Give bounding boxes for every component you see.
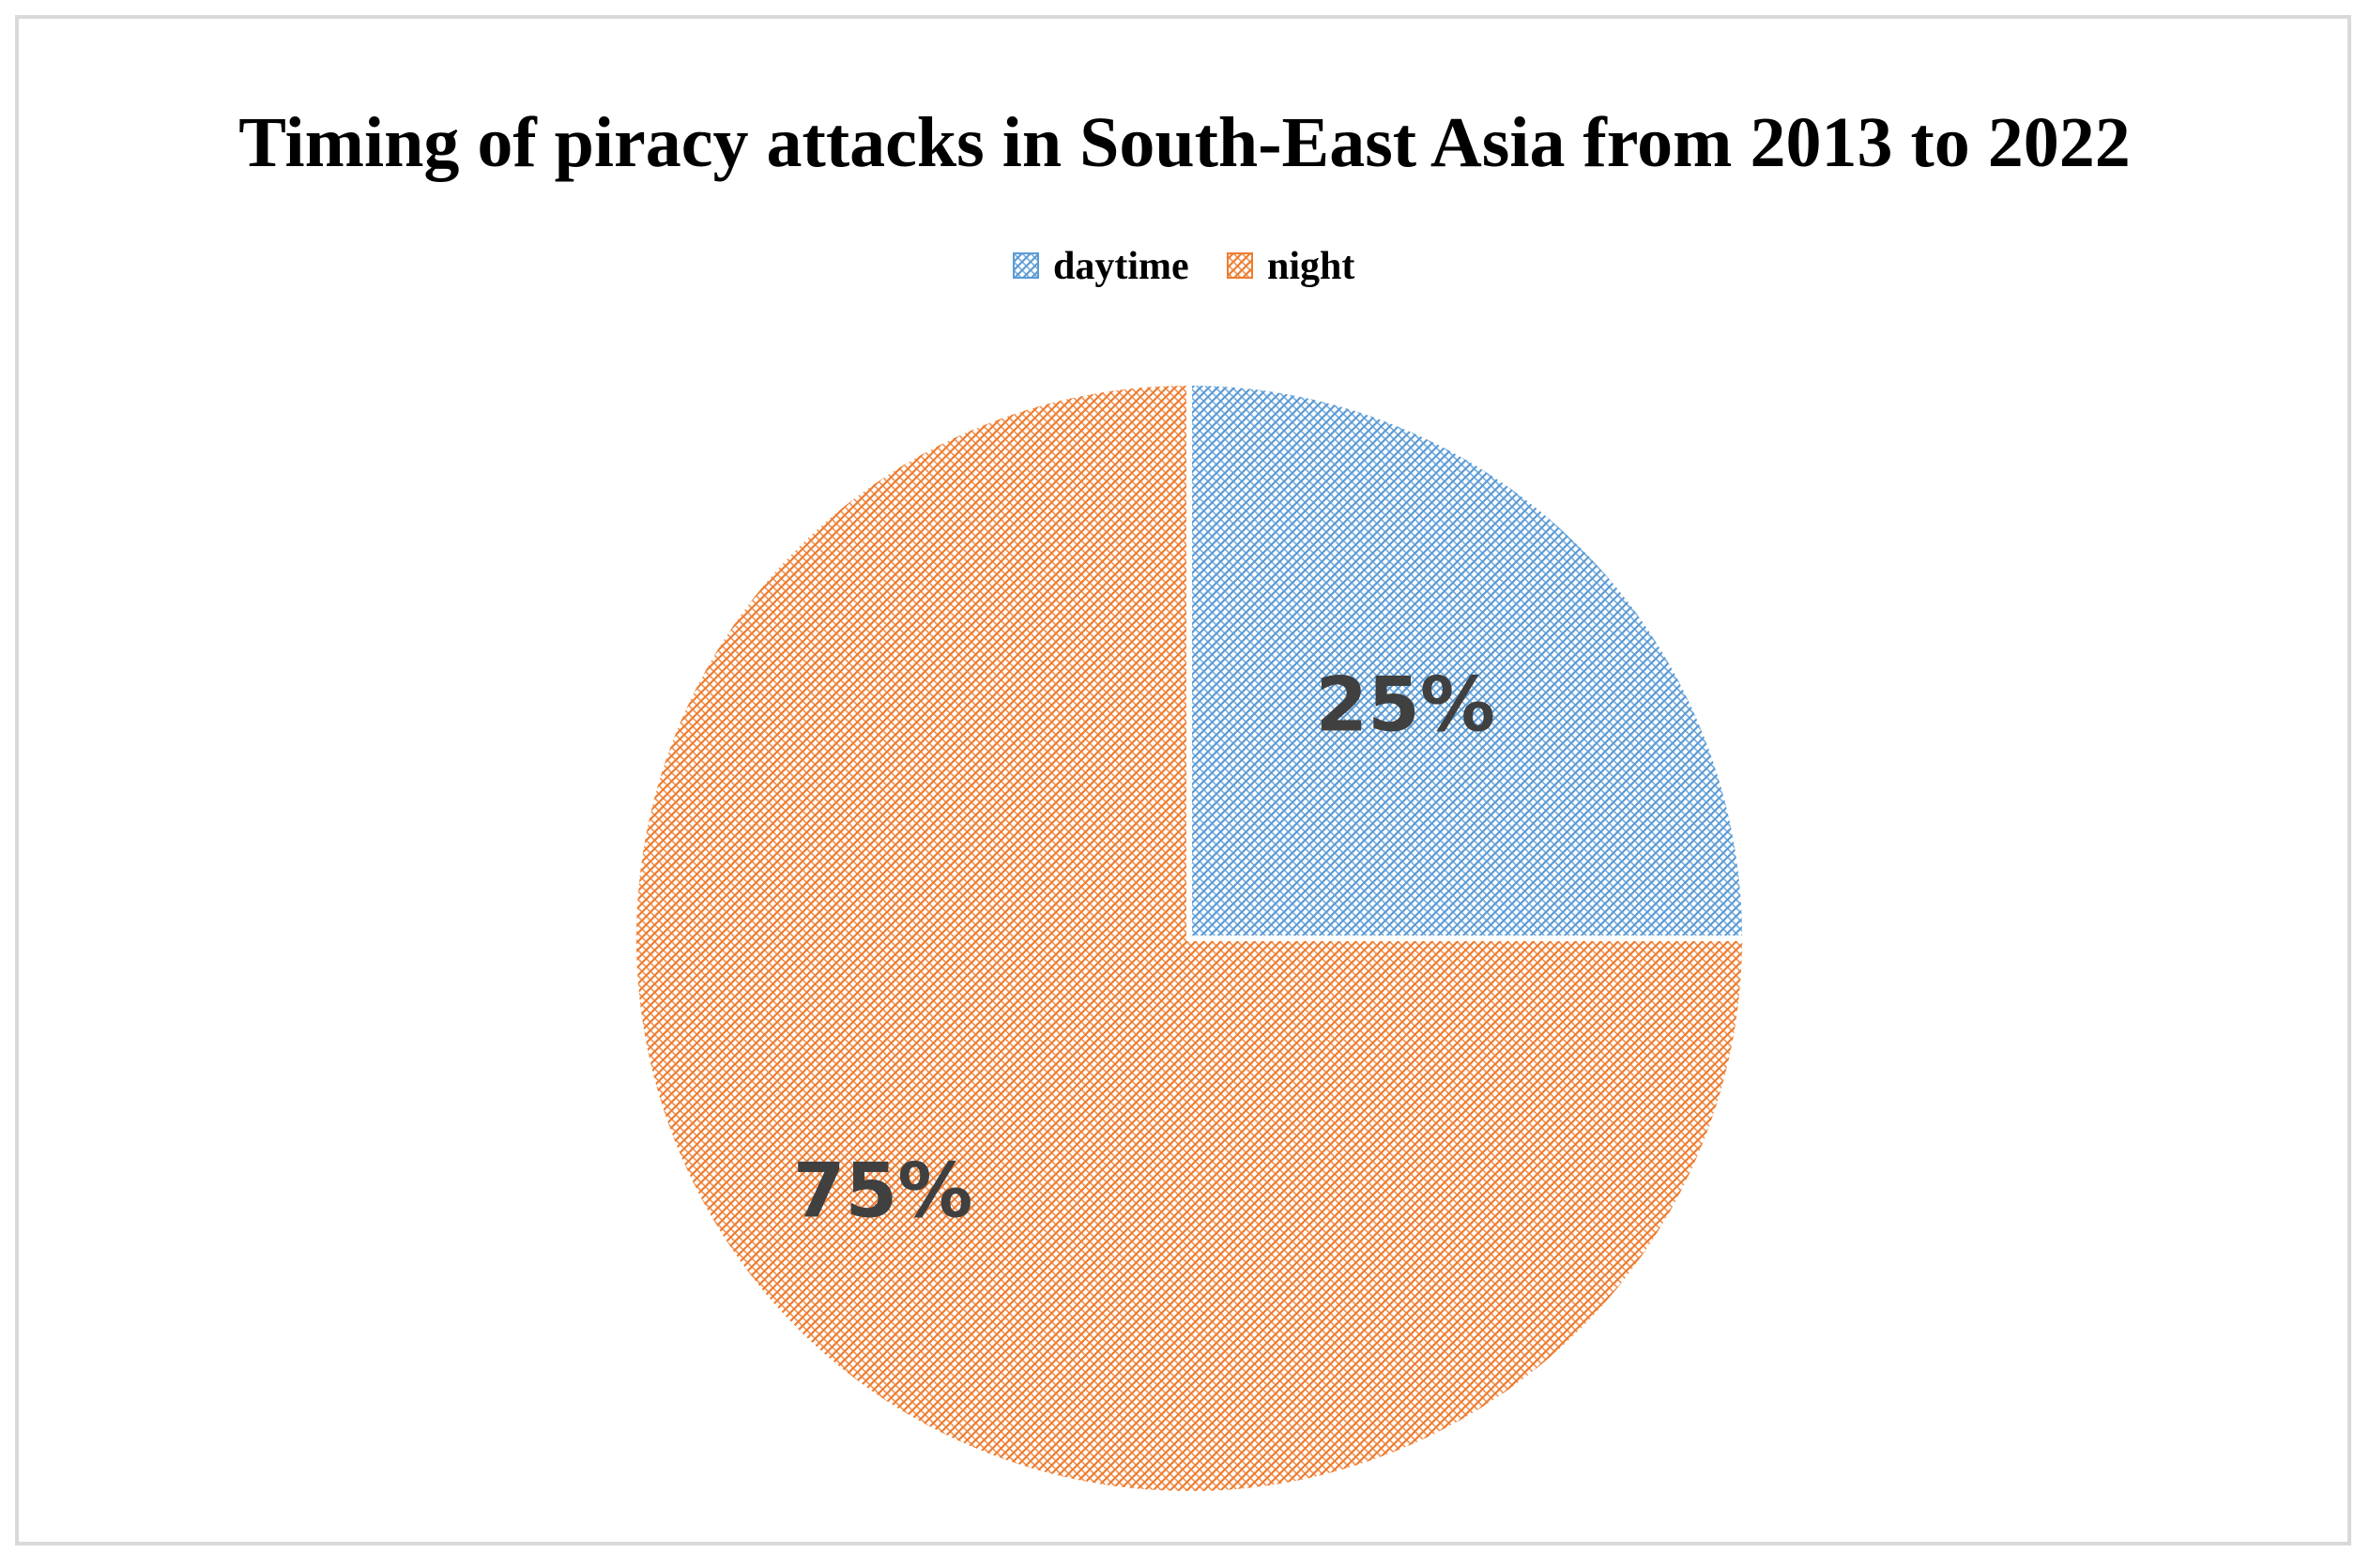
- legend: daytime night: [1013, 245, 1354, 288]
- chart-title: Timing of piracy attacks in South-East A…: [238, 103, 2131, 182]
- data-label-daytime: 25%: [1315, 662, 1494, 749]
- legend-swatch-daytime: [1013, 252, 1039, 279]
- pie-data-labels: 25% 75%: [793, 662, 1495, 1235]
- pie-slice-daytime: [1186, 379, 1749, 941]
- legend-label-night: night: [1267, 245, 1354, 288]
- legend-label-daytime: daytime: [1053, 245, 1189, 288]
- pie-slice-night: [631, 379, 1749, 1497]
- pie-slices: [631, 379, 1749, 1497]
- data-label-night: 75%: [793, 1147, 972, 1234]
- legend-swatch-night: [1227, 252, 1253, 279]
